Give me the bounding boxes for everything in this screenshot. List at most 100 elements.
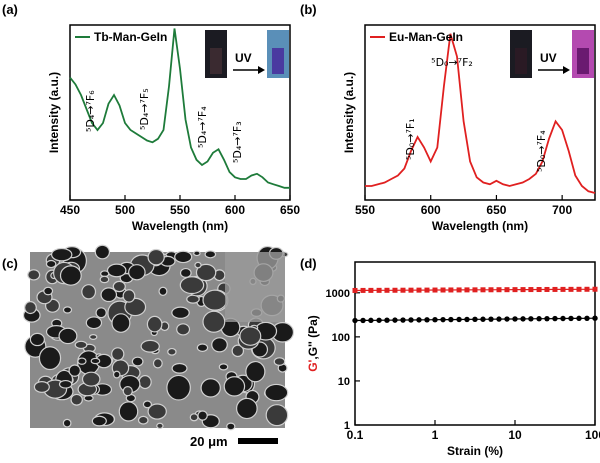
inset-label: UV: [235, 51, 252, 65]
sem-pore: [131, 356, 144, 367]
marker: [448, 316, 454, 323]
marker: [424, 287, 430, 293]
marker: [400, 317, 406, 323]
sem-pore: [68, 364, 81, 377]
panel-label: (c): [2, 256, 18, 271]
marker: [472, 316, 478, 323]
sem-pore: [106, 263, 127, 278]
legend-label: Tb-Man-GeIn: [94, 30, 167, 44]
x-tick-label: 650: [486, 203, 506, 217]
marker: [392, 287, 398, 293]
sem-pore: [265, 404, 289, 427]
marker: [480, 287, 486, 293]
marker: [536, 287, 542, 293]
marker: [360, 317, 366, 324]
sem-pore: [70, 393, 83, 406]
sem-pore: [197, 410, 208, 421]
marker: [368, 317, 374, 324]
x-tick-label: 600: [225, 203, 245, 217]
sem-pore: [81, 284, 97, 300]
sem-pore: [231, 344, 245, 358]
x-tick-label: 600: [421, 203, 441, 217]
sem-pore: [189, 413, 199, 422]
marker: [456, 316, 462, 323]
marker: [392, 317, 398, 323]
sem-pore: [239, 326, 262, 346]
sem-pore: [142, 400, 152, 409]
marker: [568, 315, 574, 322]
sem-pore: [171, 362, 188, 374]
marker: [592, 315, 598, 321]
transition-label: ⁵D₀→⁷F₂: [431, 56, 473, 69]
x-tick-label: 0.1: [347, 428, 364, 442]
y-axis-label: G',G'' (Pa): [306, 315, 320, 372]
transition-label: ⁵D₄→⁷F₆: [84, 90, 97, 132]
x-tick-label: 700: [552, 203, 572, 217]
sem-pore: [90, 357, 101, 365]
vial-gel: [515, 48, 527, 74]
marker: [416, 287, 422, 293]
vial-gel: [210, 48, 222, 74]
marker: [464, 287, 470, 293]
x-tick-label: 10: [508, 428, 522, 442]
marker: [552, 315, 558, 322]
sem-pore: [147, 248, 165, 266]
marker: [584, 286, 590, 292]
sem-pore: [111, 313, 131, 333]
sem-pore: [59, 265, 82, 286]
sem-pore: [140, 339, 160, 353]
vial-gel-uv: [577, 48, 589, 74]
sem-pore: [99, 275, 110, 284]
sem-pore: [264, 383, 289, 402]
marker: [544, 286, 550, 292]
sem-pore: [33, 381, 50, 393]
series-line: [365, 33, 596, 194]
transition-label: ⁵D₀→⁷F₁: [404, 118, 417, 160]
marker: [488, 316, 494, 322]
marker: [440, 316, 446, 323]
x-axis-label: Wavelength (nm): [432, 219, 528, 233]
marker: [464, 316, 470, 323]
marker: [432, 317, 438, 323]
marker: [408, 287, 414, 293]
sem-pore: [156, 422, 164, 430]
marker: [472, 287, 478, 293]
marker: [560, 286, 566, 292]
sem-pore: [112, 280, 126, 293]
plot-frame: [364, 24, 596, 201]
sem-pore: [112, 370, 121, 379]
sem-pore: [245, 360, 266, 383]
sem-pore: [62, 306, 73, 314]
x-axis-label: Strain (%): [447, 444, 503, 458]
vial-gel-uv: [272, 48, 284, 74]
marker: [584, 315, 590, 321]
inset-arrowhead: [258, 66, 265, 74]
marker: [440, 287, 446, 293]
marker: [560, 315, 566, 322]
sem-pore: [193, 250, 201, 257]
sem-pore: [176, 323, 191, 336]
sem-pore: [74, 340, 88, 350]
transition-label: ⁵D₀→⁷F₄: [535, 130, 548, 172]
sem-pore: [179, 267, 192, 278]
marker: [432, 287, 438, 293]
marker: [456, 287, 462, 293]
marker: [400, 287, 406, 293]
legend-label: Eu-Man-GeIn: [389, 30, 463, 44]
sem-pore: [194, 261, 202, 269]
marker: [552, 286, 558, 292]
x-tick-label: 1: [432, 428, 439, 442]
marker: [528, 287, 534, 293]
sem-pore: [147, 403, 167, 420]
sem-pore: [58, 379, 73, 389]
marker: [520, 316, 526, 322]
transition-label: ⁵D₄→⁷F₃: [231, 121, 244, 163]
y-label-part: G': [306, 359, 320, 371]
marker: [352, 317, 358, 324]
sem-pore: [27, 269, 41, 281]
sem-pore: [58, 327, 78, 345]
y-axis-label: Intensity (a.u.): [342, 72, 356, 153]
marker: [496, 287, 502, 293]
sem-pore: [100, 287, 118, 303]
